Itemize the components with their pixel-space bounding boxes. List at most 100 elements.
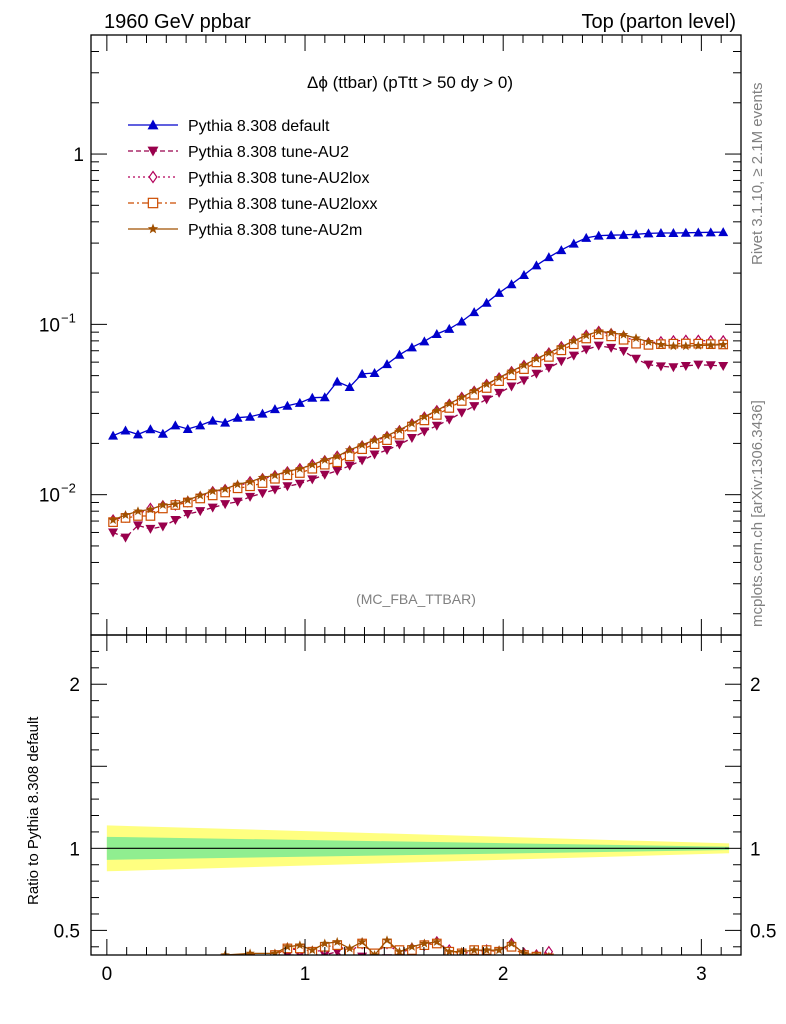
ratio-series-3 [220,935,552,955]
ratio-series-0-point-18 [469,962,479,971]
main-y-tick-exponent-1: −1 [61,310,76,325]
main-series-4-point-7 [195,490,205,500]
main-series-4-point-21 [369,435,380,445]
ratio-series-0-point-17 [457,961,467,970]
main-series-4-point-47 [693,340,703,350]
main-series-4-point-15 [295,463,305,473]
main-series-4-point-3 [145,504,156,514]
main-series-4-point-49 [718,339,728,349]
main-series-4-point-30 [481,379,492,389]
ratio-series-3-point-5 [307,945,318,955]
ratio-series-3-point-20 [494,945,504,955]
main-series-0-point-33 [518,269,529,279]
main-series-1-point-35 [543,363,554,373]
main-series-1-point-27 [444,415,455,425]
main-series-1-line [112,344,724,539]
main-series-4-point-8 [207,486,218,496]
main-series-1-point-49 [718,361,729,371]
chart-title: Δϕ (ttbar) (pTtt > 50 dy > 0) [307,73,513,92]
main-series-4-point-31 [494,372,504,382]
ratio-series-3-point-14 [419,938,430,948]
main-series-4-point-20 [357,439,367,449]
main-series-4-point-38 [581,330,591,340]
ratio-series-3-point-13 [407,941,417,951]
main-series-0-point-6 [182,424,193,434]
main-series-0-point-40 [606,230,617,240]
main-series-1-point-15 [294,479,305,489]
main-series-0-point-27 [444,323,455,333]
main-series-0-point-30 [481,297,492,307]
main-series-4-point-42 [631,333,641,343]
x-tick-label-3: 3 [696,964,707,985]
header-left-label: 1960 GeV ppbar [104,11,251,33]
ratio-series-0-point-9 [357,952,368,955]
ratio-y-tick-label-right-1: 1 [750,839,761,860]
main-series-0-point-24 [406,342,417,352]
main-series-1-point-14 [282,482,293,492]
header-right-label: Top (parton level) [581,11,736,33]
main-series-0-point-29 [469,307,480,317]
ratio-series-0-point-14 [419,959,429,968]
ratio-y-axis-label: Ratio to Pythia 8.308 default [25,716,42,905]
ratio-series-3-point-2 [270,948,280,955]
main-series-4-point-37 [569,335,579,345]
ratio-series-1-point-0 [224,953,226,955]
main-series-1-point-9 [220,500,231,510]
main-series-0-point-41 [618,229,629,239]
main-series-0-point-5 [170,420,181,430]
main-series-0-point-49 [718,227,729,237]
main-series-1-point-38 [581,345,592,355]
ratio-series-3-point-8 [344,943,355,953]
main-series-0-point-48 [705,227,716,237]
main-series-0-point-18 [332,376,343,386]
main-series-4 [108,326,728,525]
main-series-4-point-19 [344,445,355,454]
main-series-4-point-40 [606,327,616,337]
ratio-series-0-point-15 [432,959,442,968]
ratio-series-3-point-11 [382,935,392,945]
main-series-4-point-11 [245,476,255,486]
main-series-0-point-0 [108,430,119,440]
ratio-series-3-point-16 [444,946,454,955]
main-series-0-point-32 [506,279,517,289]
main-series-4-point-23 [394,424,405,434]
ratio-y-tick-label-left-1: 1 [69,839,80,860]
legend-item-2: Pythia 8.308 tune-AU2lox [128,170,369,187]
main-series-1-point-3 [145,524,156,534]
main-series-0-point-9 [220,417,231,427]
main-series-0-point-38 [581,232,592,242]
main-y-tick-label-1: 10 [39,315,60,336]
x-tick-label-1: 1 [300,964,311,985]
main-series-4-point-17 [320,454,330,464]
main-series-1-point-36 [556,357,567,367]
ratio-series-3-point-15 [432,936,442,946]
main-series-0-point-45 [668,227,679,237]
ratio-plot-area [220,935,554,971]
main-series-1-point-29 [469,402,480,412]
main-series-1-point-21 [369,450,380,460]
axes-ticks: 10 −210 −110.5 0.51 12 20 1 2 3 [39,34,776,985]
main-series-4-point-13 [270,470,280,480]
main-series-4-line [112,330,724,521]
ratio-series-3-point-4 [295,940,305,950]
legend-marker-0 [147,119,159,130]
main-series-4-point-35 [544,347,554,357]
main-series-1-point-6 [182,510,193,520]
legend-item-0: Pythia 8.308 default [128,118,330,135]
main-series-1-point-18 [332,466,343,476]
main-series-4-point-10 [232,479,243,489]
ratio-series-3-point-9 [357,936,367,946]
x-tick-label-2: 2 [498,964,509,985]
ratio-series-0-point-10 [370,958,380,967]
legend-marker-1 [147,146,159,157]
main-series-4-point-24 [407,418,417,428]
main-series-1-point-7 [195,507,206,517]
main-series-1-point-40 [606,343,617,353]
ratio-series-3-point-22 [519,948,529,955]
main-series-1-point-25 [419,427,430,437]
main-series-4-point-18 [332,451,342,461]
ratio-series-1-point-24 [544,945,554,955]
ratio-series-3-point-21 [506,938,517,948]
main-series-4-point-16 [307,459,318,469]
main-series-0-point-44 [655,227,666,237]
